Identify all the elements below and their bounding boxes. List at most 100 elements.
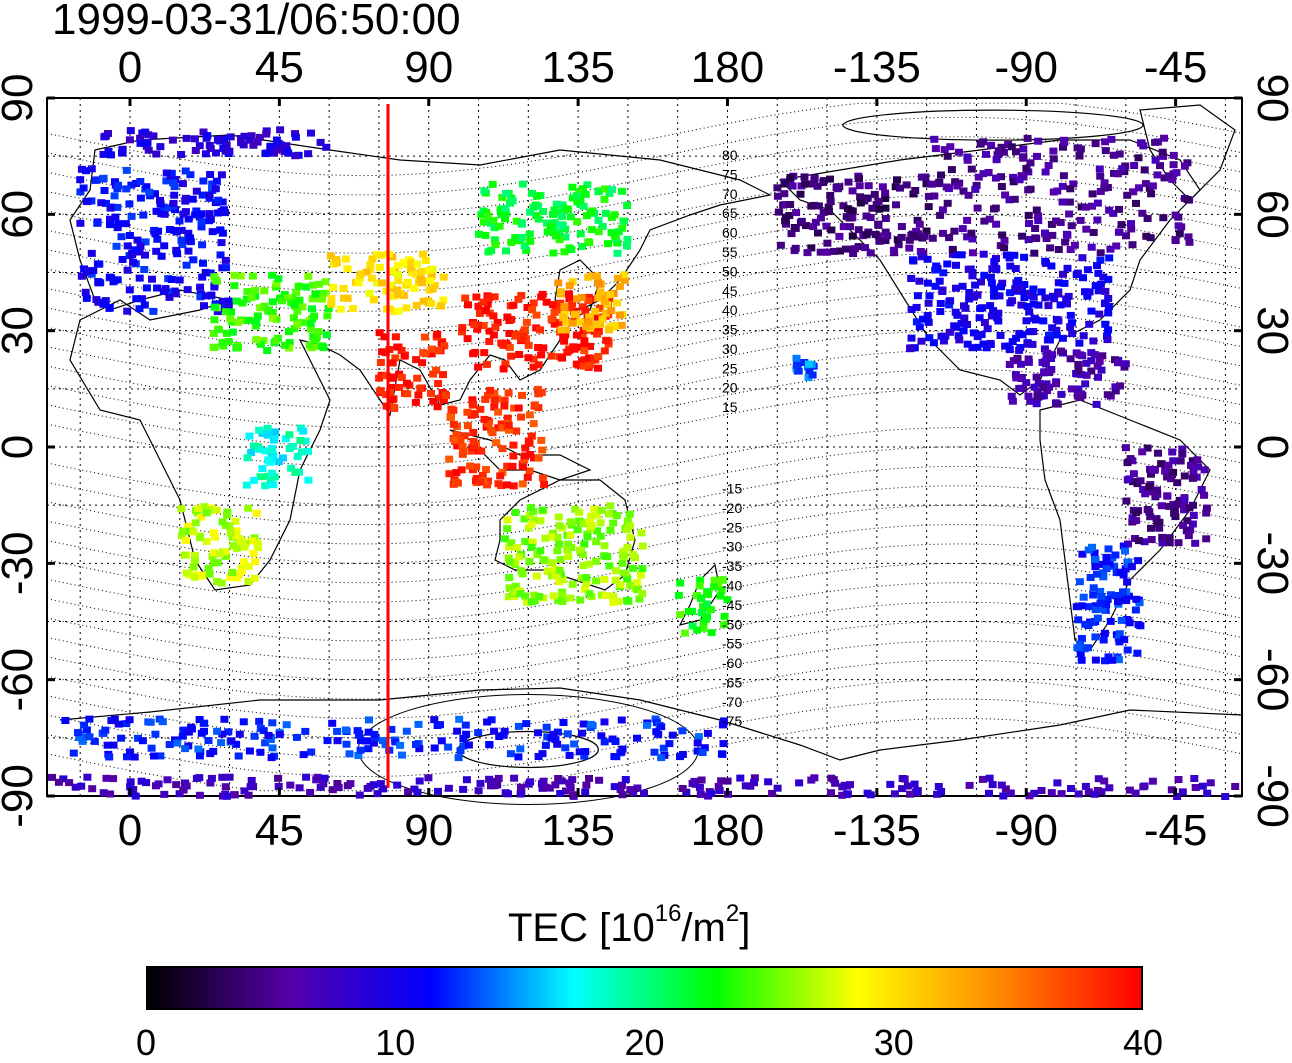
tec-cell (925, 292, 934, 300)
tec-cell (1191, 784, 1200, 791)
tec-cell (237, 567, 246, 575)
tec-cell (1128, 457, 1137, 465)
tec-cell (1145, 488, 1154, 496)
tec-cell (530, 401, 539, 409)
tec-cell (576, 196, 585, 204)
tec-cell (1040, 345, 1049, 353)
tec-cell (243, 454, 252, 462)
tec-cell (583, 181, 592, 189)
tec-cell (1057, 790, 1066, 798)
tec-cell (213, 578, 221, 585)
tec-cell (191, 147, 200, 154)
tec-cell (564, 540, 573, 548)
tec-cell (610, 322, 619, 330)
y-tick-label-right: -30 (1248, 532, 1292, 596)
tec-cell (524, 354, 533, 362)
tec-cell (558, 212, 566, 220)
tec-cell (334, 784, 343, 792)
tec-cell (175, 217, 184, 225)
tec-cell (231, 517, 240, 525)
y-tick-label-right: 60 (1248, 190, 1292, 239)
tec-cell (844, 178, 853, 186)
tec-cell (151, 730, 160, 738)
tec-cell (198, 191, 207, 199)
tec-cell (547, 315, 556, 323)
tec-cell (197, 223, 206, 231)
tec-cell (1106, 591, 1115, 599)
tec-cell (1155, 524, 1164, 532)
tec-cell (915, 277, 924, 285)
tec-cell (606, 291, 614, 299)
tec-cell (913, 292, 922, 300)
tec-cell (136, 242, 145, 250)
tec-cell (1082, 371, 1091, 379)
tec-cell (118, 145, 127, 153)
tec-cell (942, 183, 951, 191)
tec-cell (1124, 540, 1132, 548)
tec-cell (1093, 614, 1102, 622)
tec-cell (1115, 638, 1124, 646)
tec-cell (487, 781, 496, 789)
tec-cell (514, 753, 523, 761)
tec-cell (979, 170, 988, 178)
tec-cell (931, 145, 940, 153)
tec-cell (526, 504, 535, 512)
tec-cell (256, 340, 265, 348)
tec-cell (558, 576, 567, 584)
tec-cell (1101, 147, 1110, 155)
tec-cell (1124, 558, 1133, 566)
tec-cell (855, 175, 863, 182)
tec-cell (1188, 474, 1197, 482)
tec-cell (1083, 292, 1092, 300)
tec-cell (503, 462, 512, 470)
tec-cell (512, 217, 521, 225)
tec-cell (994, 309, 1003, 317)
tec-cell (562, 326, 570, 334)
tec-cell (554, 513, 563, 521)
tec-cell (103, 741, 112, 749)
tec-cell (427, 272, 436, 280)
tec-cell (410, 785, 419, 793)
tec-cell (814, 202, 823, 210)
tec-cell (866, 214, 875, 221)
tec-cell (525, 511, 534, 519)
mlat-label: 70 (722, 186, 738, 202)
tec-cell (212, 277, 221, 285)
tec-cell (575, 188, 584, 196)
tec-cell (511, 582, 520, 590)
tec-cell (657, 754, 666, 762)
tec-cell (678, 785, 687, 792)
tec-cell (355, 274, 364, 282)
tec-cell (281, 435, 290, 443)
colorbar-tick-label: 40 (1122, 1022, 1164, 1063)
tec-cell (153, 284, 162, 292)
tec-cell (958, 282, 967, 290)
tec-cell (134, 734, 142, 742)
tec-cell (610, 783, 619, 791)
tec-cell (936, 211, 945, 219)
tec-cell (375, 374, 384, 382)
colorbar-title-text: TEC [10 (508, 906, 655, 950)
tec-cell (1200, 466, 1209, 474)
tec-cell (483, 212, 492, 220)
tec-cell (264, 456, 273, 464)
tec-cell (1011, 285, 1020, 293)
tec-cell (1105, 206, 1114, 214)
tec-cell (100, 187, 109, 194)
tec-cell (657, 723, 666, 731)
tec-cell (474, 363, 483, 371)
tec-cell (467, 447, 476, 455)
tec-cell (614, 598, 623, 606)
tec-cell (323, 312, 332, 320)
tec-cell (298, 303, 307, 311)
tec-cell (600, 576, 609, 583)
tec-cell (194, 505, 202, 512)
tec-cell (61, 717, 70, 724)
tec-cell (452, 431, 461, 439)
tec-cell (314, 328, 323, 336)
tec-cell (541, 783, 550, 791)
tec-cell (210, 303, 219, 311)
tec-cell (545, 784, 554, 792)
tec-cell (1040, 369, 1049, 377)
tec-cell (479, 322, 488, 330)
